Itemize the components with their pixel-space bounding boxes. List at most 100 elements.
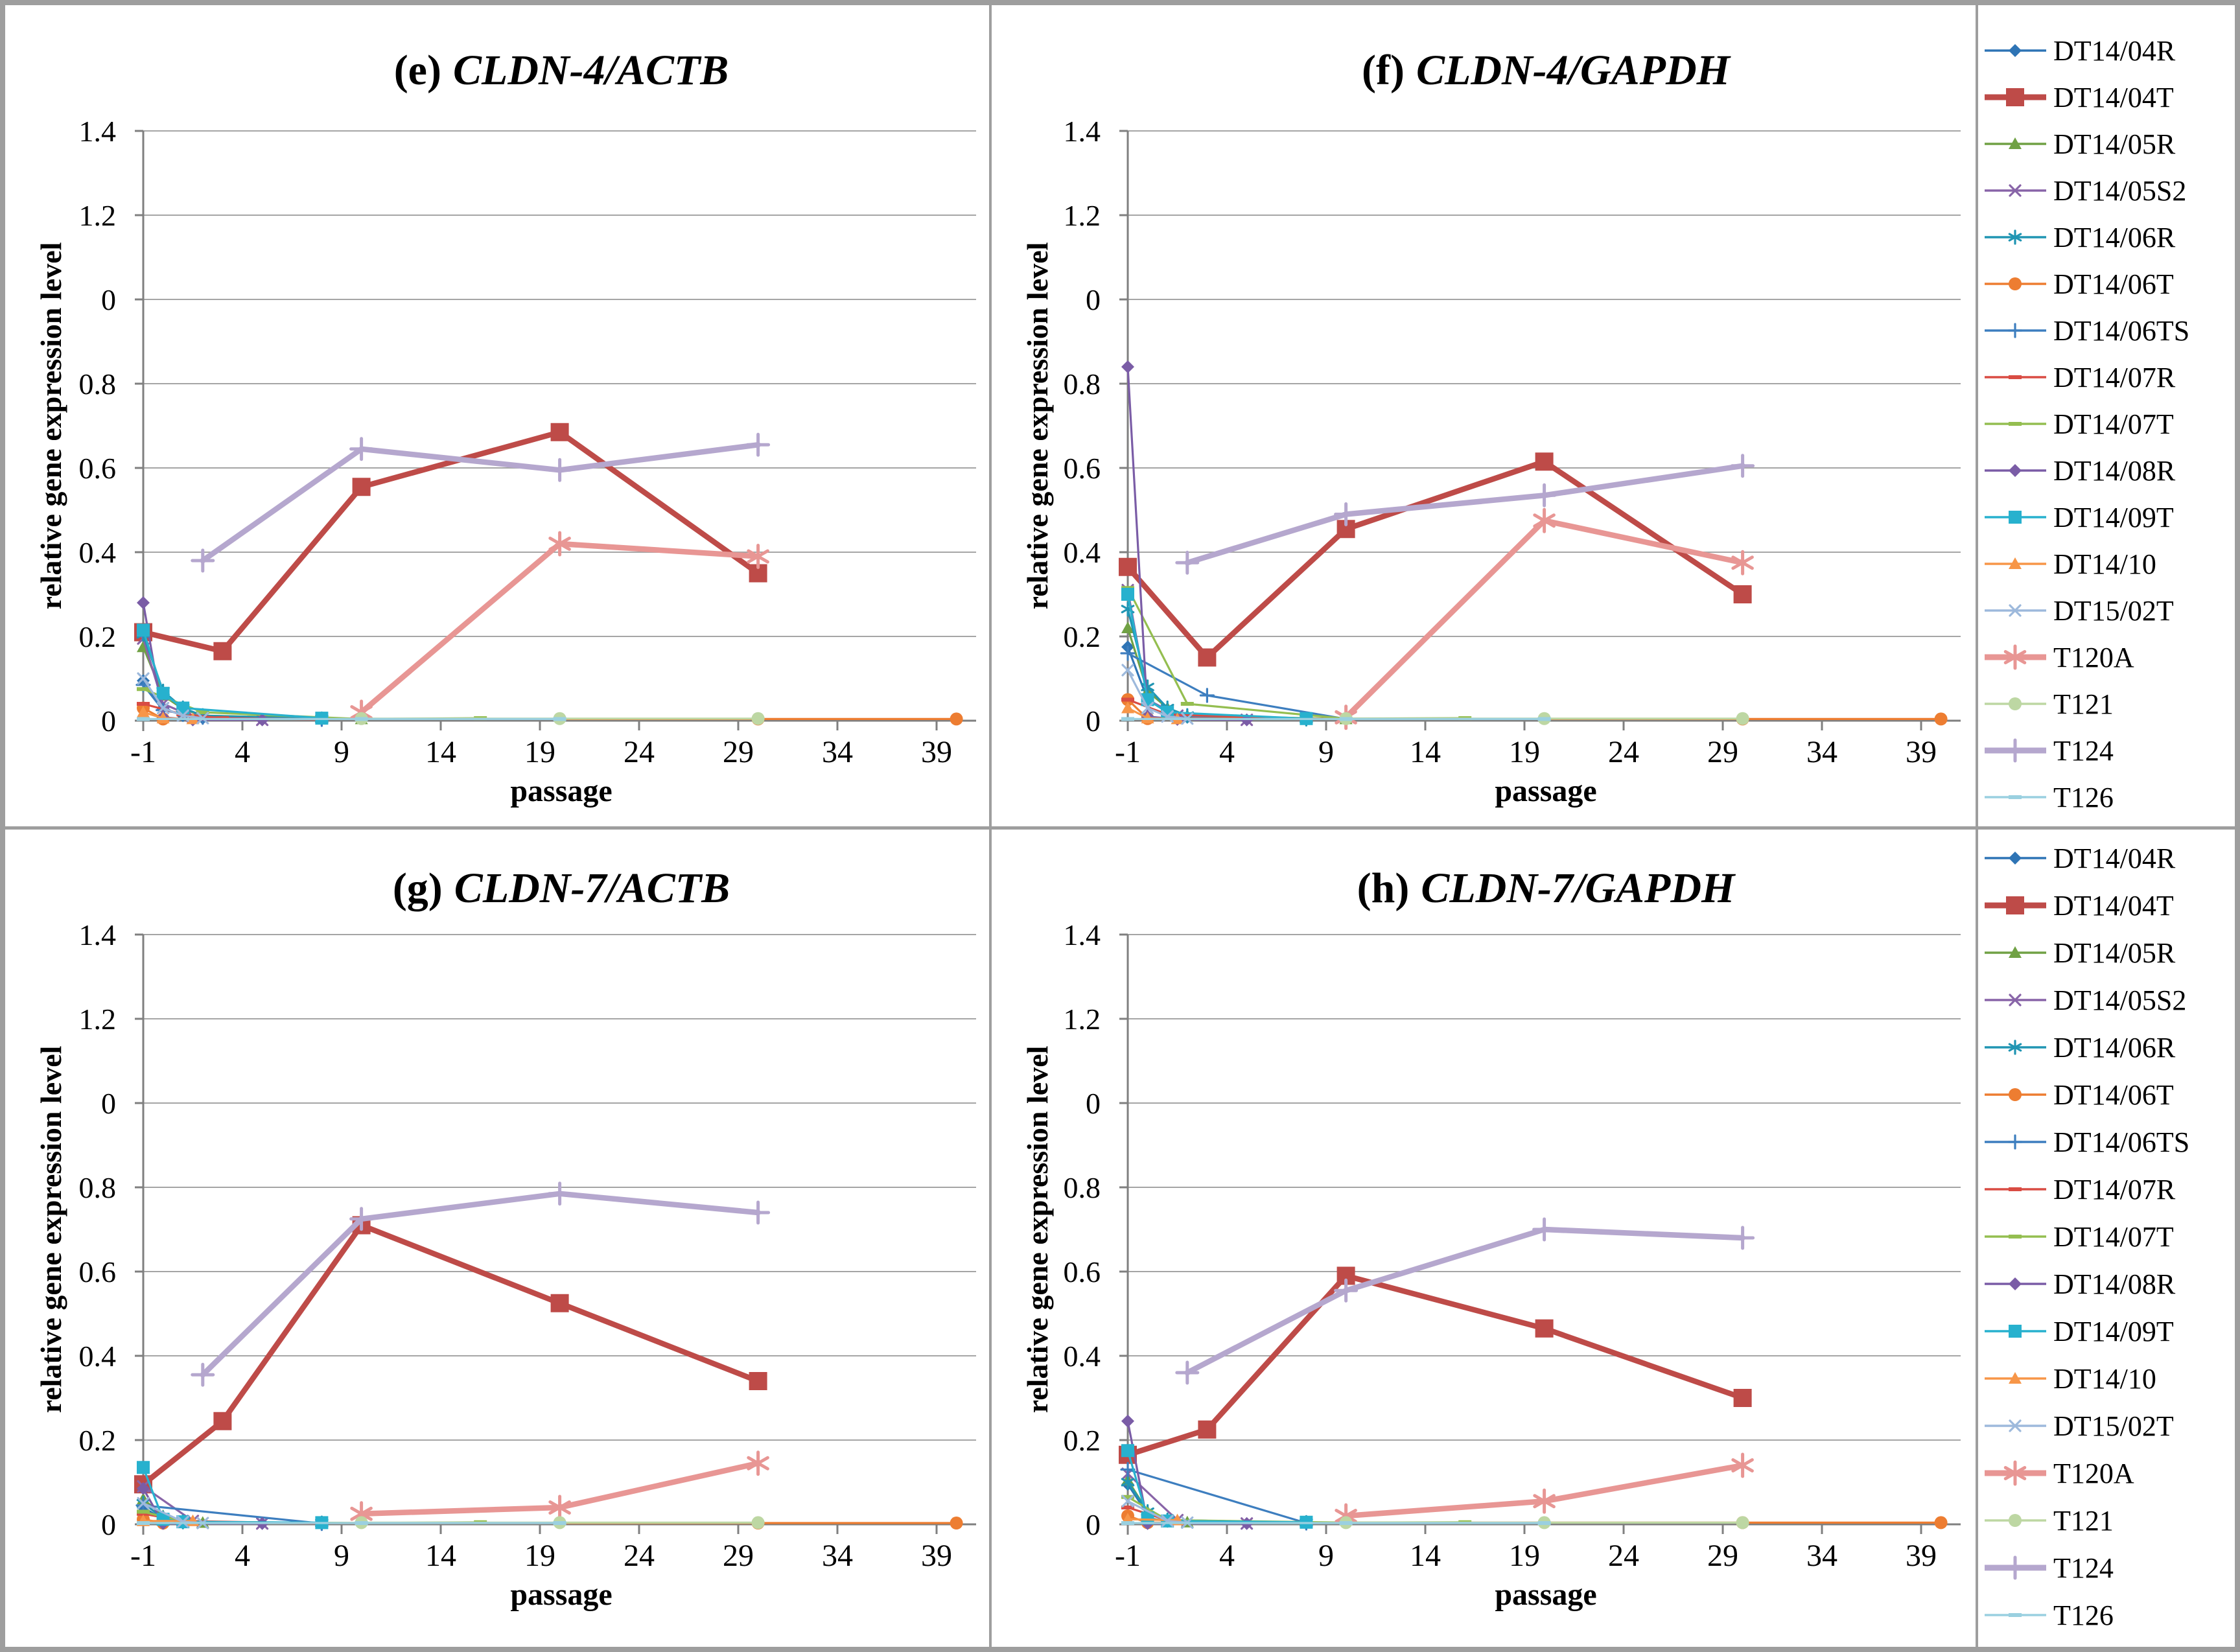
series-marker-plus <box>746 432 771 457</box>
series-marker-dash <box>137 1509 150 1514</box>
legend-item-dt15-02t: DT15/02T <box>1985 1410 2174 1442</box>
series-marker-plus <box>1532 1217 1557 1242</box>
series-marker-dash <box>1339 717 1353 721</box>
series-marker-diamond <box>2009 852 2022 865</box>
series-marker-asterisk <box>2003 644 2027 670</box>
legend-item-dt14-06ts: DT14/06TS <box>1985 1126 2189 1158</box>
series-marker-x <box>137 672 150 685</box>
series-marker-x <box>137 1496 150 1510</box>
series-marker-square <box>1119 557 1137 576</box>
series-marker-square <box>2006 88 2024 106</box>
series-marker-square <box>2009 511 2022 524</box>
series-marker-square <box>1141 1511 1154 1525</box>
x-tick-label: 14 <box>1410 735 1441 769</box>
series-marker-x <box>157 701 170 715</box>
series-marker-plus <box>1334 1278 1359 1303</box>
x-tick-label: 9 <box>1318 1539 1334 1573</box>
legend-item-dt14-04t: DT14/04T <box>1985 890 2174 922</box>
legend-item-dt14-08r: DT14/08R <box>1985 455 2176 487</box>
series-marker-square <box>1733 585 1752 603</box>
y-tick-label: 0 <box>1086 1508 1101 1541</box>
series-marker-dash <box>1121 717 1134 721</box>
y-tick-label: 1.4 <box>1064 918 1101 951</box>
series-marker-dash <box>1121 1506 1134 1509</box>
x-tick-label: 24 <box>624 1539 655 1573</box>
series-t120a <box>1335 507 1754 730</box>
series-marker-dash <box>137 717 150 721</box>
series-marker-dash <box>553 717 566 721</box>
series-marker-circle <box>950 1517 963 1530</box>
x-tick-label: 29 <box>1707 1539 1738 1573</box>
series-marker-diamond <box>137 1482 150 1495</box>
y-tick-label: 0.6 <box>1064 452 1101 485</box>
legend-item-dt14-06t: DT14/06T <box>1985 1079 2174 1111</box>
legend-item-dt14-07r: DT14/07R <box>1985 1174 2176 1205</box>
x-tick-label: 19 <box>1509 1539 1540 1573</box>
x-tick-label: 39 <box>1906 735 1937 769</box>
panel-title-gene: CLDN-4/ACTB <box>453 47 729 94</box>
series-marker-circle <box>751 1516 765 1530</box>
series-marker-square <box>550 423 569 441</box>
series-marker-square <box>1733 1389 1752 1407</box>
legend-item-t121: T121 <box>1985 688 2114 720</box>
series-t120a <box>350 531 769 725</box>
series-marker-asterisk <box>2008 229 2022 245</box>
y-tick-label: 0.4 <box>79 536 117 569</box>
series-marker-x <box>2009 184 2022 197</box>
y-tick-label: 0.8 <box>1064 367 1101 401</box>
series-marker-dash <box>1537 717 1551 721</box>
y-tick-label: 0.8 <box>79 1171 117 1204</box>
legend-label: DT14/06R <box>2053 1032 2176 1064</box>
series-t120a <box>1335 1452 1754 1529</box>
legend-item-t126: T126 <box>1985 782 2114 813</box>
series-t124 <box>191 432 771 573</box>
series-marker-plus <box>1532 483 1557 507</box>
y-tick-label: 1.2 <box>1064 199 1101 232</box>
y-tick-label: 1.2 <box>79 1003 117 1036</box>
series-marker-diamond <box>2009 1277 2022 1290</box>
panel-title-gene: CLDN-4/GAPDH <box>1416 47 1732 94</box>
series-marker-dash <box>1339 1521 1353 1526</box>
chart-panel-f: 1.4 1.2 0 0.8 0.6 0.4 0.2 0 -1 4 9 14 19 24 29 34 39 (f) C… <box>1021 47 1961 808</box>
y-tick-label: 1.4 <box>79 115 117 148</box>
y-tick-label: 0 <box>101 1087 116 1120</box>
series-marker-dash <box>2009 422 2022 426</box>
chart-panel-e: 1.4 1.2 0 0.8 0.6 0.4 0.2 0 -1 4 9 14 19 24 29 34 39 (e) C… <box>34 47 976 808</box>
x-tick-label: 4 <box>235 1539 250 1573</box>
series-marker-asterisk <box>2003 1460 2027 1486</box>
series-marker-square <box>213 1412 232 1430</box>
legend-label: T120A <box>2053 642 2134 673</box>
y-axis-title: relative gene expression level <box>1021 242 1054 610</box>
panel-title: (f) CLDN-4/GAPDH <box>1362 47 1732 94</box>
legend-item-t120a: T120A <box>1985 642 2134 673</box>
series-marker-asterisk <box>1731 1452 1754 1478</box>
y-tick-label: 0 <box>101 1508 116 1541</box>
series-marker-circle <box>751 712 765 725</box>
panel-title-prefix: (e) <box>394 47 441 94</box>
series-marker-plus <box>349 1207 374 1231</box>
legend-label: DT14/05R <box>2053 937 2176 969</box>
series-marker-dash <box>137 702 150 706</box>
panel-title-prefix: (h) <box>1357 865 1410 912</box>
panel-title: (g) CLDN-7/ACTB <box>393 865 730 912</box>
y-tick-label: 0 <box>1086 283 1101 316</box>
series-marker-square <box>213 642 232 660</box>
series-t126 <box>137 1521 566 1526</box>
series-marker-square <box>137 623 150 637</box>
series-marker-circle <box>2009 1088 2022 1101</box>
x-tick-label: 39 <box>921 1539 952 1573</box>
legend-item-dt14-06r: DT14/06R <box>1985 222 2176 253</box>
y-tick-label: 0 <box>101 283 116 316</box>
x-tick-label: 34 <box>822 1539 853 1573</box>
series-marker-plus <box>548 458 572 482</box>
series-marker-asterisk <box>747 544 769 569</box>
y-tick-label: 0.4 <box>1064 1340 1101 1373</box>
legend-bottom: DT14/04R DT14/04T DT14/05R DT14/05S2 DT14/06… <box>1985 843 2189 1631</box>
x-tick-label: 14 <box>425 735 456 769</box>
legend-item-dt14-10: DT14/10 <box>1985 548 2156 580</box>
x-tick-label: 4 <box>235 735 250 769</box>
series-marker-square <box>1121 588 1134 601</box>
series-marker-dash <box>355 1521 368 1526</box>
series-marker-x <box>1121 1495 1134 1507</box>
chart-panel-h: 1.4 1.2 0 0.8 0.6 0.4 0.2 0 -1 4 9 14 19 24 29 34 39 (h) C… <box>1021 865 1961 1612</box>
